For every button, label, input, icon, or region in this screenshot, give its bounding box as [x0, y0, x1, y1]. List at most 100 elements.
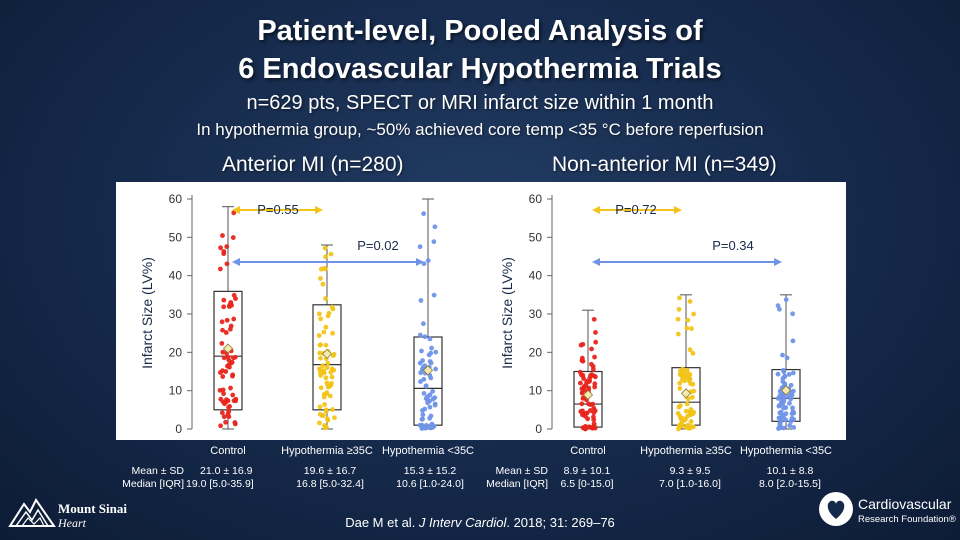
- data-point: [332, 415, 337, 421]
- mount-sinai-heart: Heart: [58, 516, 86, 530]
- data-point: [592, 354, 597, 360]
- data-point: [687, 299, 693, 304]
- data-point: [224, 317, 230, 323]
- mount-sinai-logo: Mount Sinai Heart: [8, 488, 148, 532]
- data-point: [684, 401, 690, 407]
- y-tick-label: 40: [529, 269, 543, 283]
- category-label: Hypothermia <35C: [740, 445, 832, 457]
- data-point: [323, 342, 329, 348]
- data-point: [325, 360, 331, 366]
- panel-nonanterior: 0 10 20 30 40 50 60 Infarct Size (LV%) Control Hy…: [499, 192, 832, 457]
- data-point: [592, 384, 598, 390]
- data-point: [676, 306, 682, 312]
- mean-marker: [422, 365, 434, 376]
- data-point: [427, 404, 433, 410]
- data-point: [225, 363, 230, 369]
- subtitle: n=629 pts, SPECT or MRI infarct size wit…: [246, 92, 714, 114]
- data-point: [585, 416, 591, 422]
- median-iqr-value: 8.0 [2.0-15.5]: [759, 478, 821, 490]
- data-point: [220, 387, 226, 393]
- data-point: [228, 385, 233, 391]
- y-tick-label: 30: [169, 307, 183, 321]
- data-point: [325, 416, 330, 422]
- data-point: [776, 415, 782, 421]
- title-line-2: 6 Endovascular Hypothermia Trials: [238, 53, 722, 85]
- data-point: [682, 378, 687, 384]
- data-point: [780, 412, 785, 418]
- y-tick-label: 50: [169, 230, 183, 244]
- arrowhead-right: [315, 206, 323, 214]
- data-point: [430, 396, 436, 402]
- data-point: [229, 302, 234, 308]
- data-point: [225, 411, 231, 417]
- data-point: [675, 316, 681, 322]
- data-point: [581, 376, 586, 381]
- data-point: [579, 401, 585, 407]
- data-point: [223, 419, 229, 425]
- data-point: [422, 425, 428, 431]
- p-value-label: P=0.72: [615, 202, 657, 217]
- data-point: [321, 329, 327, 335]
- median-iqr-value: 16.8 [5.0-32.4]: [296, 478, 364, 490]
- data-point: [783, 405, 789, 410]
- data-point: [221, 414, 227, 420]
- data-point: [227, 403, 233, 409]
- data-point: [583, 382, 588, 388]
- data-point: [430, 423, 436, 429]
- data-point: [420, 365, 426, 370]
- crf-name: Cardiovascular: [858, 496, 952, 512]
- mean-sd-value: 8.9 ± 10.1: [563, 465, 611, 477]
- data-point: [788, 382, 794, 388]
- p-value-label: P=0.55: [257, 202, 299, 217]
- data-point: [218, 423, 223, 429]
- data-point: [422, 334, 428, 340]
- data-point: [676, 423, 682, 428]
- data-point: [223, 330, 229, 335]
- data-point: [220, 399, 226, 405]
- mean-marker: [780, 385, 792, 396]
- data-point: [425, 258, 431, 263]
- data-point: [433, 366, 439, 372]
- data-point: [780, 367, 786, 373]
- data-point: [231, 316, 237, 322]
- data-point: [324, 365, 330, 371]
- data-point: [318, 372, 324, 378]
- data-point: [684, 373, 689, 379]
- median-iqr-value: 19.0 [5.0-35.9]: [186, 478, 254, 490]
- data-point: [593, 330, 598, 335]
- data-point: [322, 245, 328, 251]
- data-point: [781, 398, 787, 404]
- stats-control-nonanterior: 8.9 ± 10.1 6.5 [0-15.0]: [552, 465, 622, 491]
- data-point: [687, 377, 693, 382]
- data-point: [578, 342, 584, 348]
- data-point: [419, 416, 425, 422]
- arrowhead-left: [232, 206, 240, 214]
- data-point: [318, 385, 324, 391]
- mount-sinai-name: Mount Sinai: [58, 501, 127, 516]
- data-point: [322, 402, 328, 407]
- y-tick-label: 20: [169, 345, 183, 359]
- data-point: [419, 408, 425, 413]
- data-point: [675, 331, 681, 337]
- data-point: [318, 355, 323, 361]
- data-point: [324, 380, 330, 386]
- arrowhead-right: [416, 258, 424, 266]
- data-point: [688, 419, 694, 424]
- data-point: [790, 311, 796, 317]
- data-point: [221, 297, 227, 303]
- data-point: [420, 412, 426, 418]
- data-point: [677, 386, 683, 391]
- data-point: [577, 380, 583, 386]
- data-point: [317, 404, 323, 410]
- data-point: [786, 393, 792, 399]
- panel-anterior: 0 10 20 30 40 50 60 Infarct Size (LV%) Control Hy…: [139, 192, 474, 457]
- data-point: [577, 369, 583, 375]
- category-label: Control: [570, 445, 605, 457]
- mean-sd-value: 10.1 ± 8.8: [766, 465, 814, 477]
- data-point: [220, 374, 226, 379]
- data-point: [421, 211, 427, 217]
- crf-heart-icon: [819, 492, 853, 526]
- data-point: [784, 355, 790, 361]
- data-point: [327, 393, 333, 399]
- data-point: [586, 401, 592, 407]
